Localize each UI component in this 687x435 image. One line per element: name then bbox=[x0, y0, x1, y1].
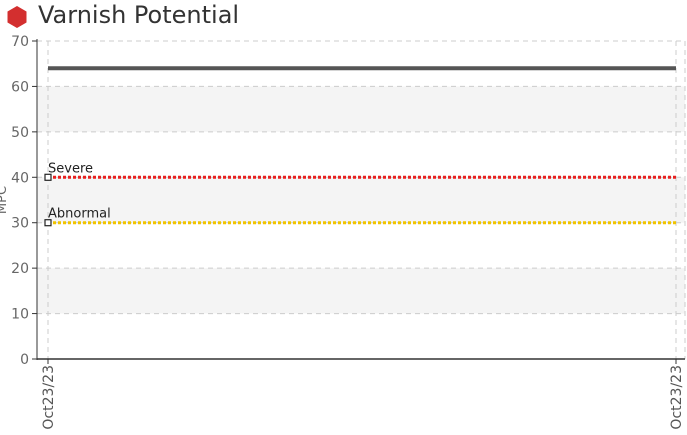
x-tick-label: Oct23/23 bbox=[41, 365, 57, 430]
grid-band bbox=[37, 268, 685, 314]
y-tick-label: 20 bbox=[11, 261, 29, 277]
threshold-label-severe: Severe bbox=[48, 161, 93, 176]
threshold-marker-abnormal bbox=[44, 219, 52, 227]
grid-band bbox=[37, 177, 685, 223]
y-axis-label: MPC bbox=[0, 186, 10, 214]
grid-band bbox=[37, 86, 685, 132]
y-tick-label: 60 bbox=[11, 79, 29, 95]
x-tick-label: Oct23/23 bbox=[669, 365, 685, 430]
y-tick-label: 40 bbox=[11, 170, 29, 186]
y-tick-label: 50 bbox=[11, 125, 29, 141]
hexagon-icon bbox=[7, 6, 27, 28]
threshold-label-abnormal: Abnormal bbox=[48, 207, 111, 222]
chart-title: Varnish Potential bbox=[38, 1, 240, 29]
threshold-marker-severe bbox=[44, 173, 52, 181]
y-tick-label: 0 bbox=[20, 352, 29, 368]
y-tick-label: 70 bbox=[11, 34, 29, 50]
y-tick-label: 30 bbox=[11, 216, 29, 232]
y-tick-label: 10 bbox=[11, 307, 29, 323]
